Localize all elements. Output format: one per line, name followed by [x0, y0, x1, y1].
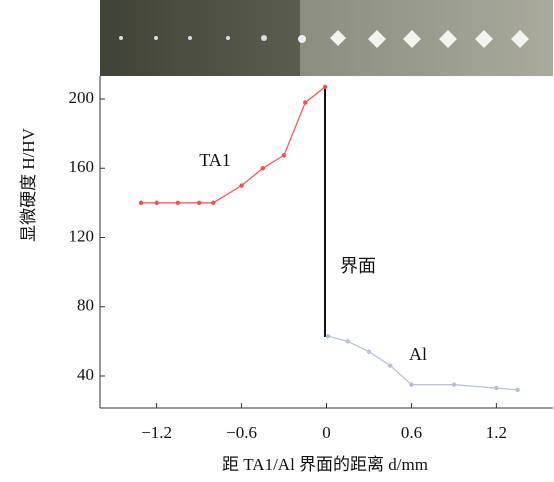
point [345, 339, 350, 344]
point [303, 100, 308, 105]
point [366, 349, 372, 354]
annotation: 界面 [340, 256, 376, 276]
point [175, 200, 181, 206]
x-tick-label: 1.2 [486, 423, 507, 442]
y-tick-label: 160 [69, 157, 95, 176]
annotation: TA1 [199, 150, 231, 170]
x-tick-label: 0.6 [401, 423, 422, 442]
point [211, 200, 216, 206]
y-tick-label: 200 [69, 88, 95, 107]
series-line [327, 335, 518, 391]
point [322, 84, 328, 90]
point [494, 385, 499, 391]
point [451, 382, 457, 387]
micrograph [100, 0, 553, 76]
point [239, 183, 244, 188]
y-axis-label: 显微硬度 H/HV [19, 127, 38, 242]
x-tick-label: −0.6 [226, 423, 257, 442]
series-line [141, 86, 326, 204]
point [196, 200, 202, 206]
y-tick-label: 80 [77, 296, 94, 315]
point [281, 153, 287, 158]
point [154, 200, 159, 206]
x-tick-label: −1.2 [141, 423, 172, 442]
y-tick-label: 120 [69, 226, 95, 245]
point [515, 387, 520, 393]
point [325, 333, 331, 339]
x-axis-label: 距 TA1/Al 界面的距离 d/mm [222, 455, 428, 474]
point [388, 363, 393, 368]
point [138, 200, 144, 206]
point [260, 166, 265, 171]
x-tick-label: 0 [322, 423, 331, 442]
point [409, 382, 414, 387]
y-tick-label: 40 [77, 365, 94, 384]
annotation: Al [409, 344, 427, 364]
